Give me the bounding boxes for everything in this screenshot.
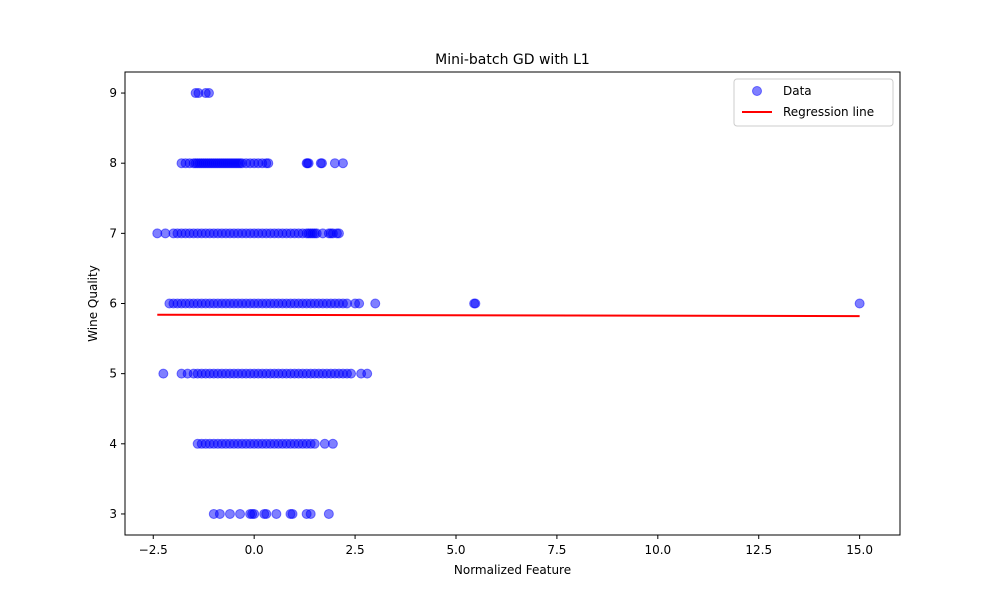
data-point [263, 158, 274, 169]
data-point [470, 298, 481, 309]
y-tick-label: 8 [109, 156, 117, 170]
data-point [854, 298, 865, 309]
regression-line [157, 313, 860, 318]
regression-lines [157, 313, 860, 318]
data-point [158, 368, 169, 379]
data-point [214, 508, 225, 519]
data-point [316, 158, 327, 169]
data-point [327, 438, 338, 449]
data-point [370, 298, 381, 309]
data-point [337, 158, 348, 169]
data-point [203, 88, 214, 99]
legend-data-marker [752, 86, 762, 96]
x-axis-label: Normalized Feature [454, 563, 571, 577]
y-tick-label: 9 [109, 86, 117, 100]
legend-box [733, 78, 894, 127]
x-tick-label: 5.0 [446, 543, 465, 557]
data-point [261, 508, 272, 519]
x-axis: −2.5 0.0 2.5 5.0 7.5 10.0 12.5 15.0 [139, 535, 873, 557]
data-point [271, 508, 282, 519]
y-axis: 3 4 5 6 7 8 9 [109, 86, 125, 521]
data-points [152, 88, 865, 519]
y-tick-label: 4 [109, 437, 117, 451]
data-point [309, 438, 320, 449]
data-point [354, 298, 365, 309]
x-tick-label: 2.5 [346, 543, 365, 557]
legend: Data Regression line [733, 78, 894, 127]
x-tick-label: 15.0 [846, 543, 873, 557]
x-tick-label: −2.5 [139, 543, 168, 557]
x-tick-label: 0.0 [245, 543, 264, 557]
y-tick-label: 6 [109, 297, 117, 311]
y-tick-label: 7 [109, 226, 117, 240]
data-point [362, 368, 373, 379]
data-point [305, 508, 316, 519]
legend-regression-label: Regression line [783, 105, 874, 119]
chart-title: Mini-batch GD with L1 [435, 52, 590, 68]
data-point [249, 508, 260, 519]
data-point [224, 508, 235, 519]
x-tick-label: 7.5 [547, 543, 566, 557]
data-point [235, 508, 246, 519]
data-point [346, 368, 357, 379]
x-tick-label: 10.0 [644, 543, 671, 557]
x-tick-label: 12.5 [745, 543, 772, 557]
data-point [303, 158, 314, 169]
y-axis-label: Wine Quality [86, 265, 100, 342]
legend-data-label: Data [783, 84, 812, 98]
y-tick-label: 5 [109, 367, 117, 381]
data-point [323, 508, 334, 519]
y-tick-label: 3 [109, 507, 117, 521]
data-point [287, 508, 298, 519]
data-point [333, 228, 344, 239]
